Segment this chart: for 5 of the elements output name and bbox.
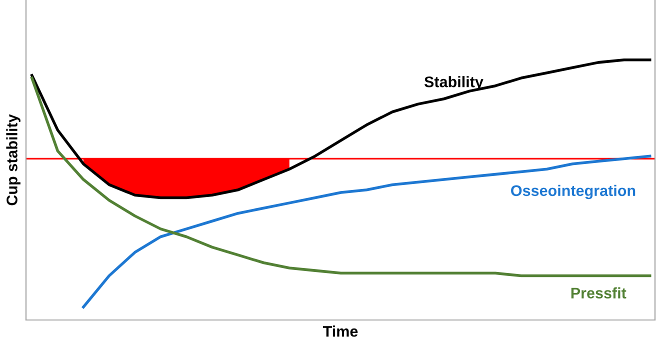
series-label: Pressfit xyxy=(571,287,626,298)
series-label: Osseointegration xyxy=(511,184,636,200)
y-axis-title: Cup stability xyxy=(6,114,20,206)
x-axis-title: Time xyxy=(322,326,358,337)
series-label: Stability xyxy=(424,76,484,90)
